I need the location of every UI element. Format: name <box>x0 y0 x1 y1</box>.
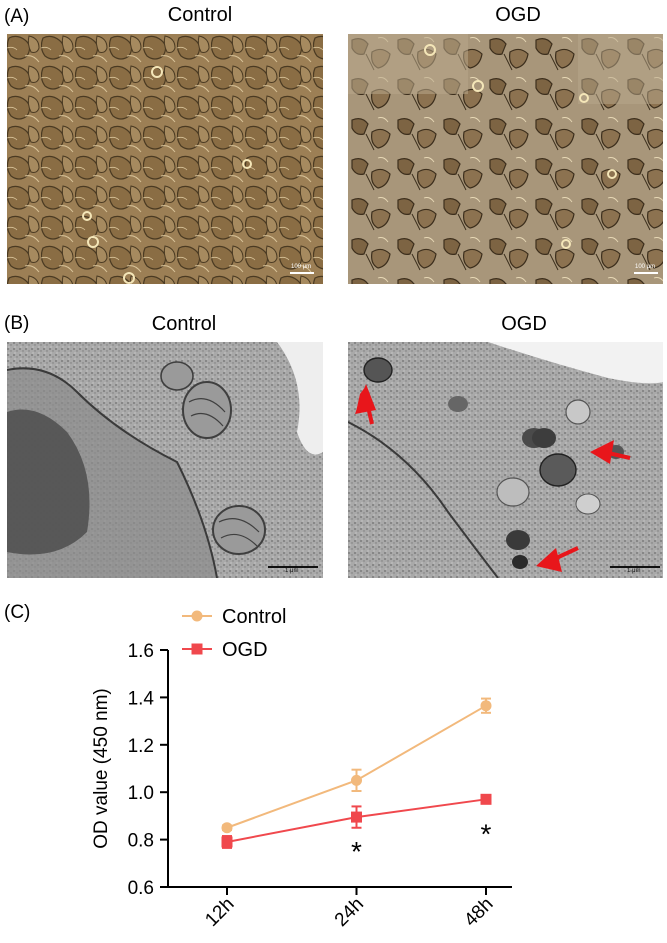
red-arrow-right <box>590 440 631 464</box>
legend-marker-ogd <box>191 643 203 655</box>
ogd-brightfield-scale-label: 100 μm <box>635 264 656 270</box>
chart-legend: Control OGD <box>182 606 286 661</box>
control-brightfield-scalebar <box>290 272 314 274</box>
y-tick-label: 0.8 <box>128 831 154 852</box>
ogd-tem-image <box>348 342 663 578</box>
data-point-control <box>351 774 362 786</box>
control-tem-image <box>7 342 323 578</box>
chart-axes: 0.6 0.8 1.0 1.2 1.4 1.6 OD value (450 nm) 12h 24… <box>91 641 512 931</box>
ogd-tem-scale-label: 1 μm <box>627 568 641 574</box>
control-brightfield-image <box>7 34 323 284</box>
y-axis-label: OD value (450 nm) <box>91 688 112 849</box>
panel-a-left-title: Control <box>167 4 233 26</box>
panel-b-right-title: OGD <box>501 313 547 335</box>
y-tick-label: 1.0 <box>128 783 154 804</box>
control-brightfield-scale-label: 100 μm <box>291 264 312 270</box>
x-tick-label: 12h <box>201 894 238 931</box>
data-point-control <box>221 822 233 834</box>
control-tem-scale-label: 1 μm <box>285 568 299 574</box>
ogd-tem-scalebar <box>610 566 660 568</box>
red-arrow-upper-left <box>355 384 376 425</box>
data-point-ogd <box>351 811 362 823</box>
od-line-chart: 0.6 0.8 1.0 1.2 1.4 1.6 OD value (450 nm) 12h 24… <box>91 606 512 931</box>
panel-a-letter: (A) <box>4 6 30 27</box>
significance-star: * <box>481 818 492 849</box>
control-tem-scalebar <box>268 566 318 568</box>
data-point-control <box>480 700 492 712</box>
panel-b-left-title: Control <box>151 313 217 335</box>
tem-arrows-layer <box>355 384 631 572</box>
ogd-brightfield-image <box>348 34 663 284</box>
x-tick-label: 48h <box>460 894 497 931</box>
y-tick-label: 1.4 <box>128 688 155 709</box>
x-tick-label: 24h <box>331 894 368 931</box>
chart-series: ** <box>221 697 492 867</box>
panel-c-letter: (C) <box>4 602 31 623</box>
y-tick-label: 1.2 <box>128 736 154 757</box>
panel-a-right-title: OGD <box>495 4 541 26</box>
significance-star: * <box>351 836 362 867</box>
panel-b-letter: (B) <box>4 313 30 334</box>
y-tick-label: 0.6 <box>128 878 154 899</box>
legend-label-control: Control <box>222 606 286 628</box>
ogd-brightfield-scalebar <box>634 272 658 274</box>
data-point-ogd <box>480 793 492 805</box>
red-arrow-bottom <box>536 546 579 572</box>
y-tick-label: 1.6 <box>128 641 154 662</box>
legend-marker-control <box>191 610 203 622</box>
data-point-ogd <box>221 836 233 848</box>
legend-label-ogd: OGD <box>222 639 268 661</box>
